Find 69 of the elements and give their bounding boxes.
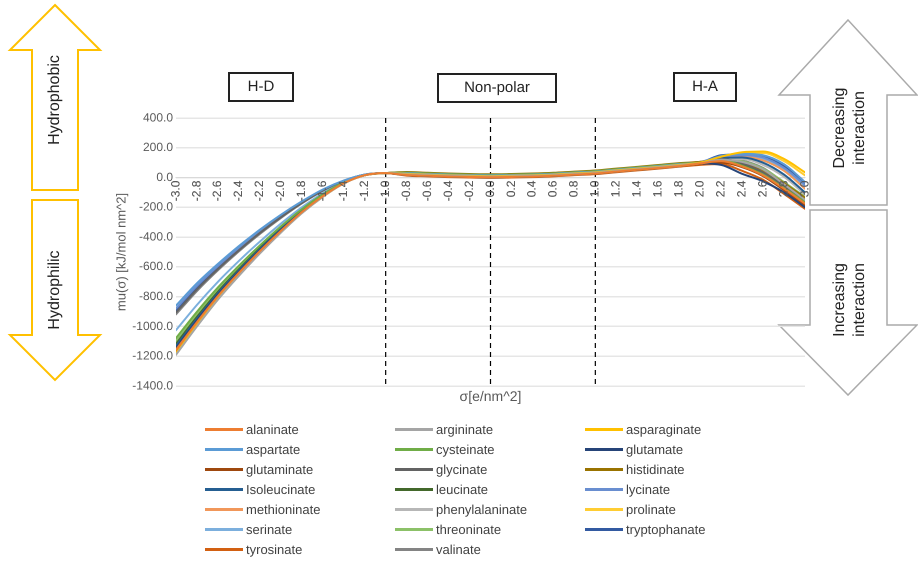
legend-label: argininate xyxy=(436,422,494,436)
legend-label: phenylalaninate xyxy=(436,502,528,516)
x-tick-label: 0.4 xyxy=(524,180,539,198)
legend-label: threoninate xyxy=(436,522,502,536)
text: Hydrophobic xyxy=(45,54,64,147)
x-tick-label: -2.8 xyxy=(189,180,204,202)
x-tick-label: -0.8 xyxy=(398,180,413,202)
x-tick-label: -2.2 xyxy=(252,180,266,202)
x-tick-label: 2.4 xyxy=(734,180,748,198)
y-tick-label: -1400.0 xyxy=(132,378,174,392)
text: H-A xyxy=(673,72,737,102)
x-tick-label: -2.4 xyxy=(231,180,246,202)
x-tick-label: 2.8 xyxy=(776,180,790,198)
x-tick-label: 1.4 xyxy=(630,180,644,198)
legend-label: glycinate xyxy=(436,462,488,476)
legend-label: asparaginate xyxy=(626,422,702,436)
y-axis-title: mu(σ) [kJ/mol nm^2] xyxy=(113,192,128,312)
x-tick-label: 0.6 xyxy=(546,180,560,198)
legend-label: aspartate xyxy=(246,442,300,456)
x-tick-label: 1.8 xyxy=(672,180,686,198)
legend-label: cysteinate xyxy=(436,442,495,456)
x-tick-label: -0.6 xyxy=(420,180,434,202)
legend-label: prolinate xyxy=(626,502,676,516)
legend-label: methioninate xyxy=(246,502,320,516)
x-axis-title: σ[e/nm^2] xyxy=(460,388,522,404)
legend-label: Isoleucinate xyxy=(246,482,316,496)
legend-label: lycinate xyxy=(626,482,670,496)
x-tick-label: 1.0 xyxy=(588,180,602,198)
y-tick-label: -800.0 xyxy=(138,288,174,303)
x-tick-label: 2.6 xyxy=(755,180,770,198)
x-tick-label: -1.2 xyxy=(357,180,372,202)
y-tick-label: -1000.0 xyxy=(132,318,174,333)
x-tick-label: 0.0 xyxy=(482,180,497,198)
y-tick-label: -600.0 xyxy=(138,259,174,274)
x-tick-label: -2.6 xyxy=(210,180,224,202)
legend-label: tryptophanate xyxy=(626,522,706,536)
y-tick-label: 400.0 xyxy=(142,110,174,124)
x-tick-label: 2.2 xyxy=(713,180,728,198)
x-tick-label: -3.0 xyxy=(168,180,182,202)
x-tick-label: -0.4 xyxy=(440,180,455,202)
text: Increasing interaction xyxy=(830,262,869,339)
x-tick-label: 2.0 xyxy=(692,180,706,198)
y-tick-label: -400.0 xyxy=(138,229,174,244)
text: Hydrophilic xyxy=(45,249,64,332)
y-tick-label: 200.0 xyxy=(142,140,174,154)
x-tick-label: -1.8 xyxy=(294,180,308,202)
x-tick-label: -1.6 xyxy=(315,180,330,202)
legend-label: glutamate xyxy=(626,442,684,456)
text: Non-polar xyxy=(437,73,557,103)
y-tick-label: -1200.0 xyxy=(132,348,174,363)
legend-label: tyrosinate xyxy=(246,542,302,556)
x-tick-label: 1.6 xyxy=(650,180,665,198)
legend-label: serinate xyxy=(246,522,292,536)
text: H-D xyxy=(228,72,294,102)
y-tick-label: -200.0 xyxy=(138,200,174,214)
text: Decreasing interaction xyxy=(830,86,869,170)
x-tick-label: 1.2 xyxy=(608,180,623,198)
x-tick-label: 0.2 xyxy=(504,180,518,198)
legend-label: histidinate xyxy=(626,462,685,476)
x-tick-label: 0.8 xyxy=(566,180,581,198)
legend-label: alaninate xyxy=(246,422,299,436)
legend-label: leucinate xyxy=(436,482,488,496)
x-tick-label: -2.0 xyxy=(273,180,288,202)
x-tick-label: -0.2 xyxy=(462,180,476,202)
x-tick-label: -1.4 xyxy=(336,180,350,202)
legend-label: valinate xyxy=(436,542,481,556)
legend-label: glutaminate xyxy=(246,462,314,476)
x-tick-label: 3.0 xyxy=(797,180,812,198)
x-tick-label: -1.0 xyxy=(378,180,392,202)
